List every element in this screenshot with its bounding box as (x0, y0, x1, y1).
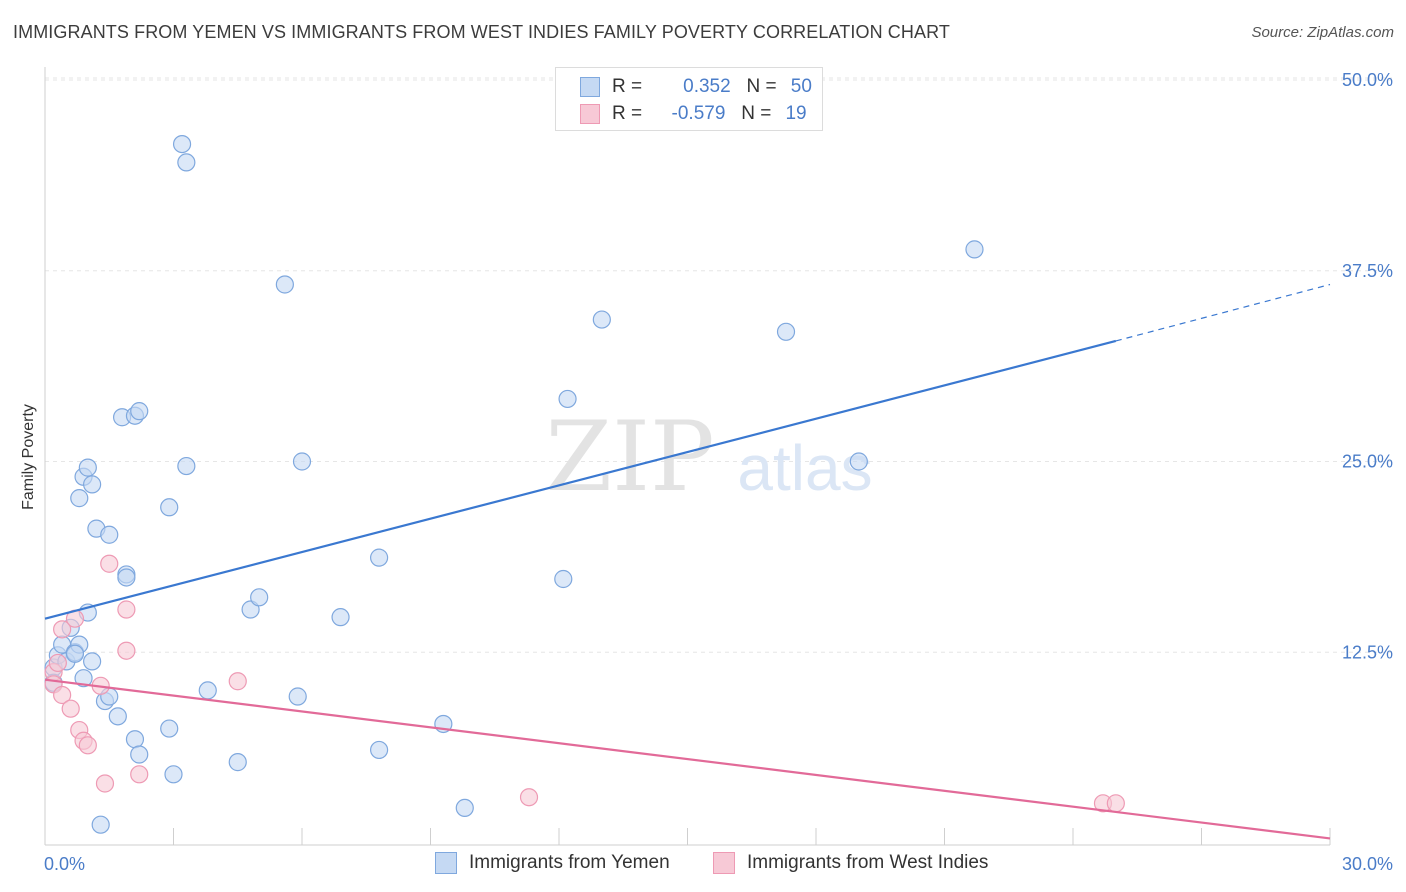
yemen-point (83, 475, 102, 494)
bottom-legend-yemen: Immigrants from Yemen (435, 852, 670, 874)
westindies-point (53, 685, 72, 705)
yemen-point (250, 588, 269, 607)
yemen-point (370, 740, 389, 760)
westindies-point (61, 699, 80, 718)
yemen-legend-label: Immigrants from Yemen (469, 852, 670, 873)
westindies-point (78, 736, 97, 755)
westindies-legend-swatch (713, 852, 735, 874)
watermark: ZIP atlas (545, 401, 872, 513)
legend-row-westindies: R = -0.579 N = 19 (580, 102, 807, 126)
yemen-point (74, 669, 93, 688)
westindies-legend-label: Immigrants from West Indies (747, 852, 989, 873)
watermark-atlas: atlas (737, 432, 872, 504)
westindies-swatch (580, 104, 600, 124)
yemen-point (592, 310, 611, 329)
westindies-point (100, 554, 119, 573)
bottom-legend: Immigrants from Yemen Immigrants from We… (0, 852, 1406, 878)
yemen-point (288, 687, 307, 706)
yemen-legend-swatch (435, 852, 457, 874)
westindies-point (117, 641, 136, 660)
westindies-trend-line (44, 678, 1331, 840)
westindies-point (117, 600, 136, 619)
westindies-point (48, 653, 67, 673)
source-label: Source: ZipAtlas.com (1251, 24, 1394, 41)
legend-row-yemen: R = 0.352 N = 50 (580, 75, 812, 99)
yemen-point (228, 753, 247, 772)
points-layer (44, 134, 1125, 834)
yemen-point (83, 652, 102, 671)
labels-layer: 12.5% 25.0% 37.5% 50.0% 0.0% 30.0% Family Pove… (20, 70, 1393, 874)
y-tick-label: 25.0% (1342, 452, 1393, 472)
yemen-point (177, 456, 196, 476)
trend-layer (44, 283, 1331, 840)
yemen-point (776, 322, 796, 341)
yemen-point (292, 452, 312, 471)
yemen-point (164, 765, 183, 784)
r-value-westindies: -0.579 (671, 103, 726, 124)
yemen-point (965, 240, 984, 259)
r-value-yemen: 0.352 (683, 76, 731, 97)
n-label: N = (746, 76, 777, 97)
n-label: N = (741, 103, 772, 124)
yemen-point (125, 730, 145, 749)
yemen-point (177, 153, 196, 172)
yemen-point (100, 525, 119, 544)
westindies-point (130, 765, 149, 784)
watermark-zip: ZIP (545, 401, 714, 513)
yemen-point (91, 815, 110, 834)
bottom-legend-westindies: Immigrants from West Indies (713, 852, 988, 874)
westindies-point (228, 672, 247, 691)
yemen-point (65, 644, 85, 663)
yemen-swatch (580, 77, 600, 97)
stats-legend: R = 0.352 N = 50 R = -0.579 N = 19 (555, 67, 823, 131)
westindies-point (53, 620, 72, 639)
westindies-point (519, 788, 539, 807)
x-tick-label: 30.0% (1342, 854, 1393, 874)
yemen-trend-extension (1115, 283, 1331, 342)
yemen-point (558, 389, 577, 409)
n-value-westindies: 19 (785, 103, 807, 124)
y-tick-label: 37.5% (1342, 261, 1393, 281)
yemen-point (160, 498, 179, 517)
yemen-point (160, 719, 179, 738)
axes-layer (44, 67, 1331, 846)
y-axis-label: Family Poverty (20, 404, 37, 510)
r-label: R = (612, 76, 643, 97)
chart-title: IMMIGRANTS FROM YEMEN VS IMMIGRANTS FROM… (13, 22, 950, 42)
yemen-point (554, 569, 573, 589)
y-tick-label: 50.0% (1342, 70, 1393, 90)
yemen-point (70, 489, 89, 508)
westindies-point (1106, 794, 1125, 813)
yemen-point (130, 402, 149, 421)
yemen-point (117, 568, 136, 587)
yemen-point (370, 548, 389, 567)
r-label: R = (612, 103, 643, 124)
yemen-trend-line (44, 339, 1117, 620)
yemen-point (78, 458, 97, 477)
yemen-point (198, 681, 217, 700)
yemen-point (130, 745, 149, 764)
yemen-point (849, 452, 868, 471)
y-tick-label: 12.5% (1342, 642, 1393, 662)
westindies-point (95, 774, 115, 793)
yemen-point (275, 275, 294, 294)
yemen-point (455, 798, 474, 818)
yemen-point (331, 608, 350, 627)
n-value-yemen: 50 (790, 76, 812, 97)
yemen-point (108, 707, 127, 726)
yemen-point (172, 134, 192, 154)
x-tick-label: 0.0% (44, 854, 85, 874)
